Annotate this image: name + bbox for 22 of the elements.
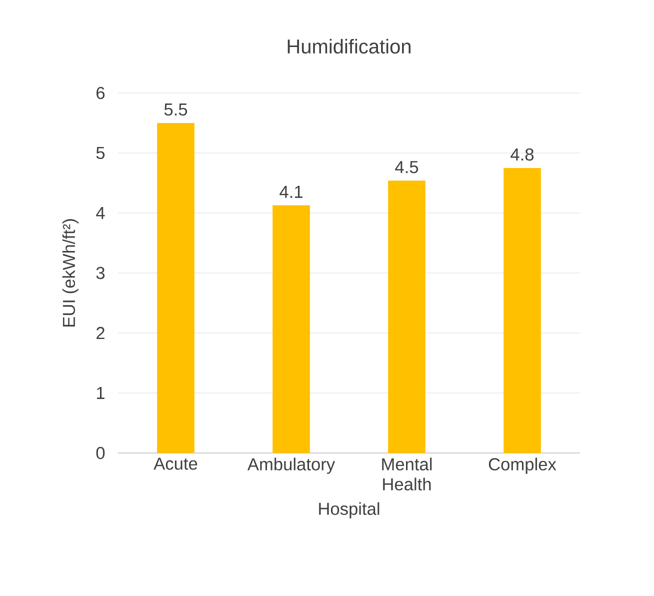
bar bbox=[504, 168, 541, 453]
y-tick-label: 5 bbox=[96, 146, 105, 160]
y-tick-label: 4 bbox=[96, 207, 105, 219]
x-tick-label: Mental Health bbox=[382, 458, 432, 490]
y-axis-title: EUI (ekWh/ft²) bbox=[62, 219, 79, 326]
bar bbox=[272, 205, 310, 453]
y-tick-label: 3 bbox=[96, 266, 105, 280]
data-label: 4.5 bbox=[395, 161, 418, 174]
y-tick-label: 1 bbox=[96, 387, 104, 399]
data-label: 5.5 bbox=[164, 104, 188, 116]
x-axis-title: Hospital bbox=[319, 502, 380, 518]
data-label: 4.1 bbox=[280, 186, 302, 198]
bar bbox=[388, 180, 426, 453]
x-tick-label: Ambulatory bbox=[247, 458, 336, 474]
y-tick-label: 2 bbox=[96, 326, 104, 340]
x-tick-label: Complex bbox=[488, 458, 556, 474]
bar bbox=[157, 122, 194, 453]
x-tick-label: Acute bbox=[154, 458, 198, 470]
y-tick-label: 0 bbox=[96, 446, 105, 460]
data-label: 4.8 bbox=[510, 148, 534, 161]
y-tick-label: 6 bbox=[96, 86, 105, 100]
chart-title: Humidification bbox=[288, 38, 410, 54]
